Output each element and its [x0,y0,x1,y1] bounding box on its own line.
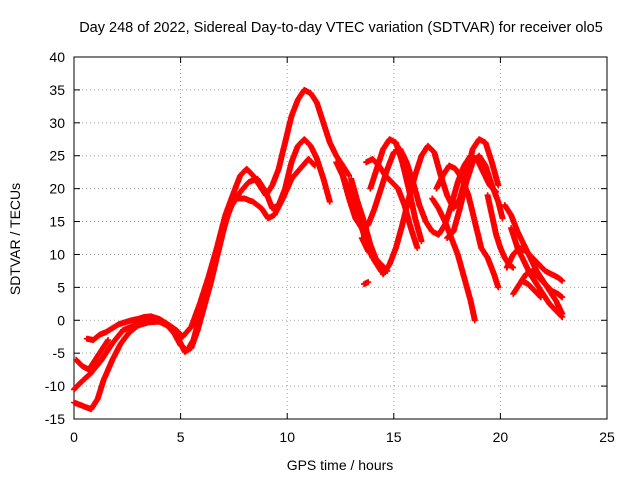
series-marker [503,244,566,284]
y-axis-label: SDTVAR / TECUs [7,183,23,295]
series-arc-4 [73,337,112,373]
grid [74,57,607,419]
y-tick-label: 20 [49,181,65,197]
y-tick-label: 35 [49,82,65,98]
y-tick-label: -5 [53,345,66,361]
series-marker [518,277,544,301]
chart-title: Day 248 of 2022, Sidereal Day-to-day VTE… [79,20,603,36]
series-marker [73,337,112,373]
plot-frame [73,56,608,420]
series-arc-3 [83,86,352,343]
series-marker [367,136,425,245]
x-tick-label: 20 [493,429,509,445]
series-arc-11 [358,235,391,274]
axes: 0 5 10 15 20 25 -15 -10 -5 0 5 10 15 20 25 30 35 40 [45,49,615,445]
x-tick-label: 10 [279,429,295,445]
series-marker [358,235,391,274]
y-tick-label: 0 [57,312,65,328]
series-arc-10 [350,192,376,261]
y-tick-label: 40 [49,49,65,65]
x-tick-label: 0 [70,429,78,445]
series-arc-15 [444,152,506,241]
series-arc-19 [503,244,566,284]
y-tick-label: 15 [49,214,65,230]
data-marks [71,86,566,413]
series-arc-12 [361,279,372,288]
series-marker [444,152,506,241]
series-arc-21 [518,277,544,301]
series-arc-8 [367,136,425,245]
y-tick-label: -10 [45,378,65,394]
series-marker [361,279,372,288]
x-axis-label: GPS time / hours [287,457,394,473]
x-tick-label: 25 [599,429,615,445]
y-tick-label: 10 [49,246,65,262]
y-tick-label: -15 [45,411,65,427]
series-marker [350,192,376,261]
x-tick-label: 15 [386,429,402,445]
y-tick-label: 30 [49,115,65,131]
y-tick-label: 5 [57,279,65,295]
x-tick-label: 5 [177,429,185,445]
series-marker [83,86,352,343]
y-tick-label: 25 [49,148,65,164]
